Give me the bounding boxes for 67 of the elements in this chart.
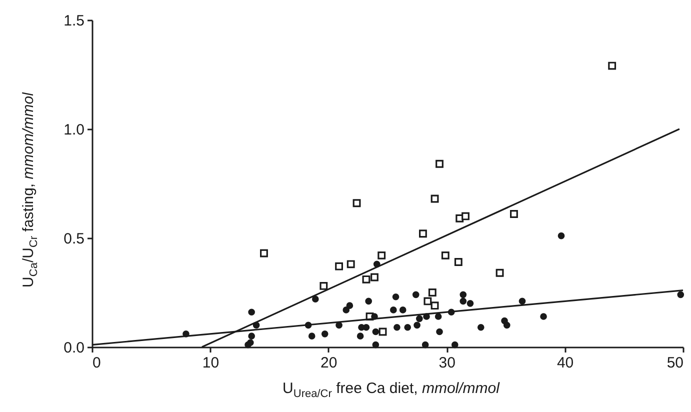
point xyxy=(260,249,268,258)
point xyxy=(378,328,387,336)
point xyxy=(365,298,372,305)
point xyxy=(451,341,458,348)
point xyxy=(419,230,427,238)
point xyxy=(441,251,450,260)
point xyxy=(248,308,255,316)
point xyxy=(346,302,354,309)
point xyxy=(244,341,252,348)
x-tick-label: 0 xyxy=(92,354,101,372)
point xyxy=(422,341,429,348)
point xyxy=(460,291,467,298)
point xyxy=(362,324,370,331)
point xyxy=(436,160,444,168)
point xyxy=(342,306,350,314)
x-axis-title: U$_{Urea/Cr}$ free Ca diet, mmol/mmol xyxy=(282,380,500,400)
point xyxy=(412,291,420,298)
y-tick-label: 1.0 xyxy=(64,122,84,138)
point xyxy=(372,328,380,336)
y-tick-label: 1.5 xyxy=(64,12,84,30)
point xyxy=(466,300,474,307)
x-tick-label: 10 xyxy=(202,354,220,372)
point xyxy=(460,298,467,305)
point xyxy=(430,194,439,203)
point xyxy=(312,296,319,302)
y-tick-label: 0.5 xyxy=(64,230,84,248)
point xyxy=(503,322,510,329)
point xyxy=(390,306,397,314)
x-tick-label: 30 xyxy=(438,354,456,372)
point xyxy=(434,313,442,320)
point xyxy=(454,258,462,266)
point xyxy=(370,273,378,282)
point xyxy=(608,62,616,70)
x-tick-label: 20 xyxy=(320,354,338,372)
point xyxy=(518,298,526,305)
point xyxy=(392,293,400,300)
point xyxy=(362,275,370,284)
x-tick-label: 40 xyxy=(556,354,574,372)
point xyxy=(394,324,400,331)
point xyxy=(308,332,316,340)
point xyxy=(321,330,328,338)
point xyxy=(414,322,420,329)
point xyxy=(346,260,355,268)
point xyxy=(677,291,684,298)
point xyxy=(477,324,484,331)
point xyxy=(372,341,380,348)
point xyxy=(356,332,364,340)
point xyxy=(378,251,386,260)
y-tick-label: 0.0 xyxy=(64,340,84,356)
point xyxy=(320,282,328,290)
point xyxy=(416,315,423,322)
x-tick-label: 50 xyxy=(666,354,684,372)
point xyxy=(436,328,443,336)
point xyxy=(510,210,518,218)
point xyxy=(352,199,361,208)
point xyxy=(496,268,504,277)
point xyxy=(424,297,432,306)
point xyxy=(540,313,547,320)
point xyxy=(335,262,343,270)
point xyxy=(248,332,255,340)
point xyxy=(558,232,565,240)
point xyxy=(428,288,436,296)
point xyxy=(399,306,406,314)
point xyxy=(336,322,342,329)
point xyxy=(462,212,470,220)
point xyxy=(404,324,412,331)
point xyxy=(430,302,439,310)
